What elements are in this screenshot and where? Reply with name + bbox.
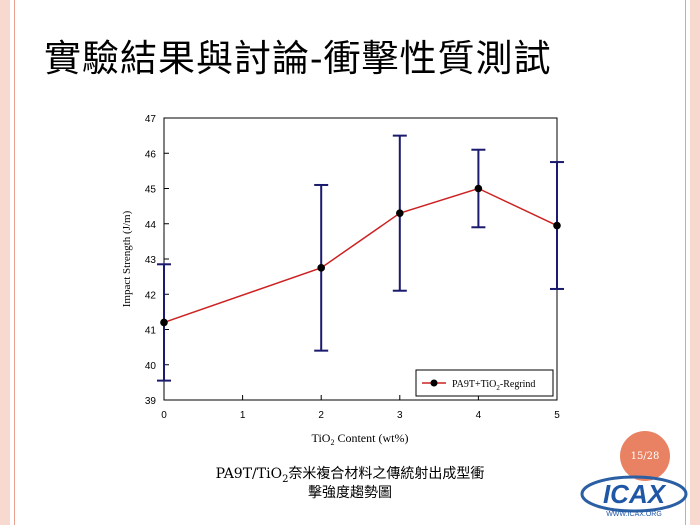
x-tick-label: 3 (397, 410, 403, 421)
figure-caption-line-2: 擊強度趨勢圖 (308, 485, 392, 501)
data-point (553, 221, 561, 230)
data-point (317, 264, 326, 272)
y-axis-label: Impact Strength (J/m) (121, 210, 133, 307)
page-number-badge: 15/28 (620, 431, 670, 481)
x-axis: 0 1 2 3 4 5 (161, 395, 560, 421)
legend: PA9T+TiO2-Regrind (415, 369, 554, 397)
figure-caption-line-1: PA9T/TiO2奈米複合材料之傳統射出成型衝 (215, 466, 485, 485)
slide-border-left (0, 0, 10, 525)
y-tick-label: 47 (145, 114, 157, 125)
x-tick-label: 2 (318, 410, 324, 421)
y-tick-label: 44 (145, 220, 157, 231)
slide-border-right (690, 0, 700, 525)
legend-label: PA9T+TiO2-Regrind (452, 379, 535, 392)
slide-border-right-line (685, 0, 686, 525)
x-tick-label: 1 (240, 410, 246, 421)
x-tick-label: 5 (554, 410, 560, 421)
data-point (396, 209, 404, 217)
x-tick-label: 4 (476, 410, 482, 421)
error-bars (157, 134, 564, 382)
series-line (163, 187, 558, 324)
legend-marker-sample (430, 379, 438, 387)
x-axis-label: TiO2 Content (wt%) (312, 431, 409, 447)
y-tick-label: 45 (145, 185, 157, 196)
y-tick-label: 42 (145, 290, 157, 301)
series-markers (160, 184, 561, 327)
icax-logo: ICAX WWW.ICAX.ORG (580, 475, 688, 518)
y-tick-label: 40 (145, 361, 157, 372)
y-tick-label: 41 (145, 326, 157, 337)
data-point (474, 184, 483, 193)
slide-title: 實驗結果與討論-衝擊性質測試 (44, 37, 552, 80)
slide-border-left-line (14, 0, 15, 525)
y-tick-label: 43 (145, 255, 157, 266)
svg-text:WWW.ICAX.ORG: WWW.ICAX.ORG (606, 511, 662, 518)
y-tick-label: 46 (145, 149, 157, 160)
x-tick-label: 0 (161, 410, 167, 421)
plot-area (163, 117, 558, 401)
svg-text:ICAX: ICAX (603, 479, 667, 509)
y-axis: 39 40 41 42 43 44 45 46 47 (145, 114, 169, 407)
data-point (160, 318, 168, 327)
y-tick-label: 39 (145, 396, 157, 407)
